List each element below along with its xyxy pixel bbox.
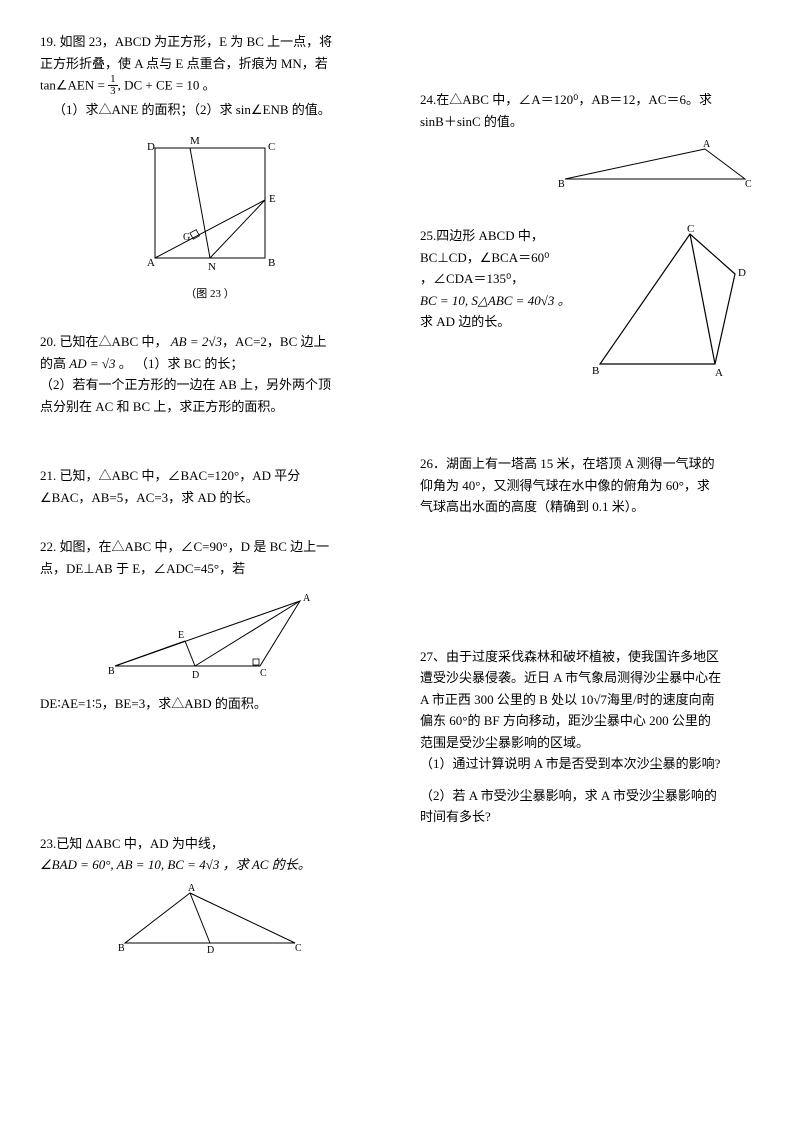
p22-line1: 22. 如图，在△ABC 中，∠C=90°，D 是 BC 边上一 xyxy=(40,537,380,557)
figure-23-square: D M C E G A N B xyxy=(135,128,285,278)
label-C: C xyxy=(268,141,275,153)
p20-l2a: 的高 xyxy=(40,356,69,371)
label-A: A xyxy=(303,593,311,604)
p20-line2: 的高 AD = √3 。 （1）求 BC 的长； xyxy=(40,354,380,374)
p23-formula: ∠BAD = 60°, AB = 10, BC = 4√3 ，求 AC 的长。 xyxy=(40,855,380,875)
p27-line5: 范围是受沙尘暴影响的区域。 xyxy=(420,733,760,753)
label-A: A xyxy=(147,257,155,269)
p26-line1: 26．湖面上有一塔高 15 米，在塔顶 A 测得一气球的 xyxy=(420,454,760,474)
p27-l3a: A 市正西 300 公里的 B 处以 10 xyxy=(420,692,593,707)
p20-line1: 20. 已知在△ABC 中， AB = 2√3，AC=2，BC 边上 xyxy=(40,332,380,352)
p19-line1: 19. 如图 23，ABCD 为正方形，E 为 BC 上一点，将 xyxy=(40,32,380,52)
p21-line2: ∠BAC，AB=5，AC=3，求 AD 的长。 xyxy=(40,488,380,508)
p27-line1: 27、由于过度采伐森林和破坏植被，使我国许多地区 xyxy=(420,647,760,667)
p20-l1a: 20. 已知在△ABC 中， xyxy=(40,334,171,349)
p27-line2: 遭受沙尖暴侵袭。近日 A 市气象局测得沙尘暴中心在 xyxy=(420,668,760,688)
p27-q1: （1）通过计算说明 A 市是否受到本次沙尘暴的影响? xyxy=(420,754,760,774)
left-column: 19. 如图 23，ABCD 为正方形，E 为 BC 上一点，将 正方形折叠，使… xyxy=(40,30,380,988)
page-columns: 19. 如图 23，ABCD 为正方形，E 为 BC 上一点，将 正方形折叠，使… xyxy=(40,30,760,988)
p26-line3: 气球高出水面的高度（精确到 0.1 米）。 xyxy=(420,497,760,517)
label-N: N xyxy=(208,261,216,273)
label-D: D xyxy=(207,945,214,956)
p27-line3: A 市正西 300 公里的 B 处以 10√7海里/时的速度向南 xyxy=(420,690,760,710)
label-C: C xyxy=(687,224,694,235)
p20-line3: （2）若有一个正方形的一边在 AB 上，另外两个顶 xyxy=(40,375,380,395)
label-E: E xyxy=(178,630,184,641)
problem-26: 26．湖面上有一塔高 15 米，在塔顶 A 测得一气球的 仰角为 40°，又测得… xyxy=(420,454,760,517)
p20-ad: AD = √3 xyxy=(69,356,115,371)
p24-line2: sinB＋sinC 的值。 xyxy=(420,112,760,132)
label-C: C xyxy=(295,943,302,954)
label-A: A xyxy=(703,139,711,150)
label-E: E xyxy=(269,193,276,205)
problem-25: 25.四边形 ABCD 中， BC⊥CD，∠BCA＝60⁰ ，∠CDA＝135⁰… xyxy=(420,224,760,384)
label-B: B xyxy=(558,179,565,190)
p19-formula-prefix: tan∠AEN = xyxy=(40,77,108,92)
problem-19: 19. 如图 23，ABCD 为正方形，E 为 BC 上一点，将 正方形折叠，使… xyxy=(40,32,380,302)
p19-q1: （1）求△ANE 的面积； xyxy=(53,102,193,117)
p20-ab: AB = 2√3 xyxy=(171,334,222,349)
p20-line4: 点分别在 AC 和 BC 上，求正方形的面积。 xyxy=(40,397,380,417)
label-C: C xyxy=(745,179,752,190)
label-B: B xyxy=(592,365,599,377)
p25-line1: 25.四边形 ABCD 中， xyxy=(420,226,580,246)
figure-23-triangle: A B D C xyxy=(110,883,310,958)
label-B: B xyxy=(268,257,275,269)
label-B: B xyxy=(118,943,125,954)
p25-text: 25.四边形 ABCD 中， BC⊥CD，∠BCA＝60⁰ ，∠CDA＝135⁰… xyxy=(420,224,580,334)
label-M: M xyxy=(190,135,200,147)
p25-line5: 求 AD 边的长。 xyxy=(420,312,580,332)
label-G: G xyxy=(183,232,190,243)
p19-caption: （图 23 ） xyxy=(40,286,380,303)
p19-formula: tan∠AEN = 13, DC + CE = 10 。 xyxy=(40,75,380,98)
p23-line1: 23.已知 ΔABC 中，AD 为中线， xyxy=(40,834,380,854)
p22-line3: DE∶AE=1∶5，BE=3，求△ABD 的面积。 xyxy=(40,694,380,714)
label-A: A xyxy=(188,883,196,894)
p24-line1: 24.在△ABC 中，∠A＝120⁰，AB＝12，AC＝6。求 xyxy=(420,90,760,110)
label-D: D xyxy=(738,267,746,279)
problem-21: 21. 已知，△ABC 中，∠BAC=120°，AD 平分 ∠BAC，AB=5，… xyxy=(40,466,380,507)
label-A: A xyxy=(715,367,723,379)
p20-l2b: 。 （1）求 BC 的长； xyxy=(116,356,244,371)
problem-22: 22. 如图，在△ABC 中，∠C=90°，D 是 BC 边上一 点，DE⊥AB… xyxy=(40,537,380,714)
p20-l1b: ，AC=2，BC 边上 xyxy=(222,334,326,349)
label-D: D xyxy=(192,670,199,681)
problem-27: 27、由于过度采伐森林和破坏植被，使我国许多地区 遭受沙尖暴侵袭。近日 A 市气… xyxy=(420,647,760,827)
spacer xyxy=(420,776,760,784)
problem-24: 24.在△ABC 中，∠A＝120⁰，AB＝12，AC＝6。求 sinB＋sin… xyxy=(420,90,760,194)
p27-l3b: 海里/时的速度向南 xyxy=(607,692,715,707)
p19-q2: （2）求 sin∠ENB 的值。 xyxy=(193,102,330,117)
p27-line4: 偏东 60°的 BF 方向移动，距沙尘暴中心 200 公里的 xyxy=(420,711,760,731)
p21-line1: 21. 已知，△ABC 中，∠BAC=120°，AD 平分 xyxy=(40,466,380,486)
p19-questions: （1）求△ANE 的面积；（2）求 sin∠ENB 的值。 xyxy=(40,100,380,120)
p27-q2: （2）若 A 市受沙尘暴影响，求 A 市受沙尘暴影响的 xyxy=(420,786,760,806)
p25-formula: BC = 10, S△ABC = 40√3 。 xyxy=(420,291,580,311)
figure-25-quad: C D B A xyxy=(590,224,760,384)
p27-q2b: 时间有多长? xyxy=(420,807,760,827)
frac-den: 3 xyxy=(108,86,118,97)
figure-24-triangle: A B C xyxy=(550,139,760,194)
right-column: 24.在△ABC 中，∠A＝120⁰，AB＝12，AC＝6。求 sinB＋sin… xyxy=(420,30,760,988)
p26-line2: 仰角为 40°，又测得气球在水中像的俯角为 60°，求 xyxy=(420,476,760,496)
p22-line2: 点，DE⊥AB 于 E，∠ADC=45°，若 xyxy=(40,559,380,579)
sqrt-icon: √7 xyxy=(593,692,607,707)
p19-line2: 正方形折叠，使 A 点与 E 点重合，折痕为 MN，若 xyxy=(40,54,380,74)
problem-23: 23.已知 ΔABC 中，AD 为中线， ∠BAD = 60°, AB = 10… xyxy=(40,834,380,958)
p19-formula-suffix: , DC + CE = 10 。 xyxy=(118,77,216,92)
p25-line3: ，∠CDA＝135⁰， xyxy=(420,269,580,289)
label-D: D xyxy=(147,141,155,153)
figure-22-triangle: A B C D E xyxy=(100,586,320,686)
label-C: C xyxy=(260,668,267,679)
problem-20: 20. 已知在△ABC 中， AB = 2√3，AC=2，BC 边上 的高 AD… xyxy=(40,332,380,416)
p25-line2: BC⊥CD，∠BCA＝60⁰ xyxy=(420,248,580,268)
label-B: B xyxy=(108,666,115,677)
fraction-icon: 13 xyxy=(108,74,118,97)
